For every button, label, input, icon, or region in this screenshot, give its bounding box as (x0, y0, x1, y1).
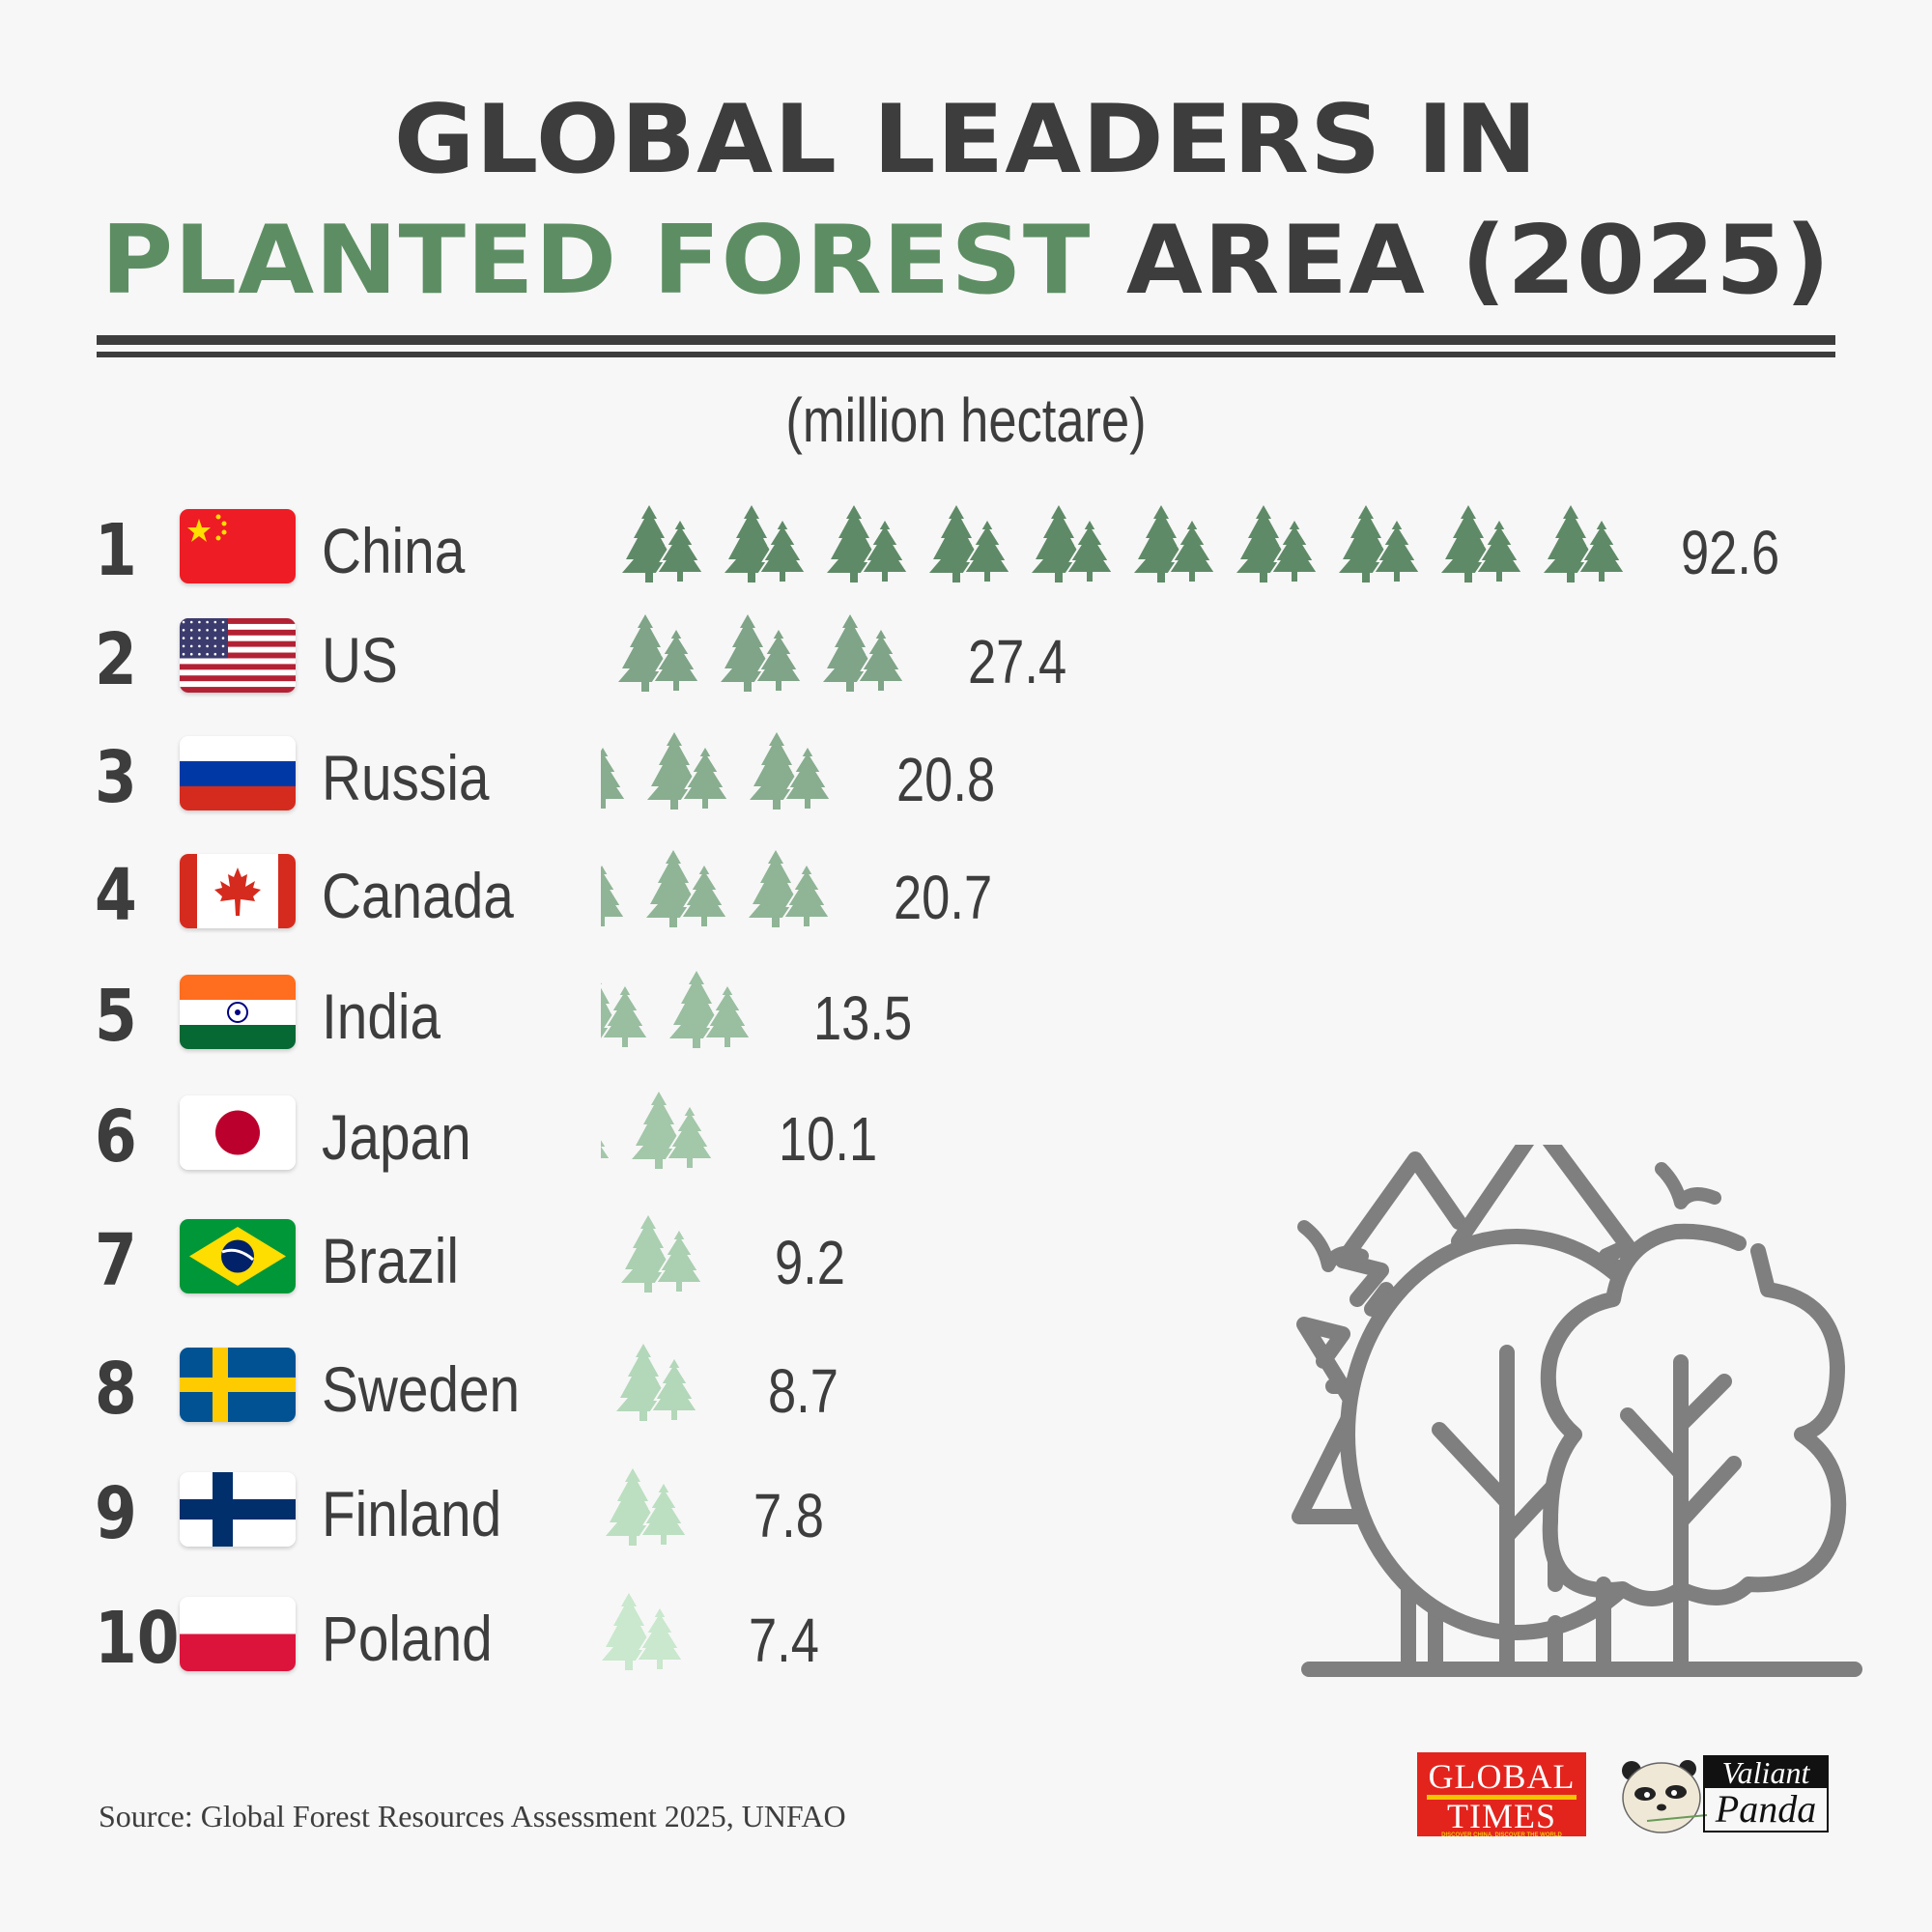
area-value: 20.7 (894, 863, 993, 932)
logo-vp-line1: Valiant (1705, 1757, 1827, 1788)
area-value: 7.4 (749, 1605, 819, 1675)
japan-flag-icon (180, 1095, 296, 1170)
tree-pictogram-bar-icon (601, 1215, 702, 1293)
unit-label: (million hectare) (785, 385, 1147, 455)
title-divider-thin (97, 352, 1835, 357)
title-line-1: GLOBAL LEADERS IN (393, 85, 1539, 195)
tree-pictogram-bar-icon (601, 732, 831, 810)
valiant-panda-logo: Valiant Panda (1618, 1751, 1831, 1838)
country-name: Poland (322, 1603, 493, 1674)
tree-pictogram-bar-icon (601, 1344, 697, 1421)
tree-pictogram-bar-icon (601, 1468, 687, 1546)
rank-number: 4 (95, 854, 137, 937)
global-times-logo: GLOBAL TIMES DISCOVER CHINA, DISCOVER TH… (1417, 1752, 1586, 1838)
country-name: Canada (322, 860, 514, 931)
table-row: 2 US 27.4 (0, 607, 1932, 703)
rank-number: 6 (95, 1095, 137, 1179)
poland-flag-icon (180, 1597, 296, 1671)
table-row: 3 Russia 20.8 (0, 724, 1932, 821)
country-name: India (322, 980, 441, 1052)
table-row: 6 Japan 10.1 (0, 1084, 1932, 1180)
logo-gt-line1: GLOBAL (1428, 1757, 1576, 1796)
rank-number: 7 (95, 1219, 137, 1302)
canada-flag-icon (180, 854, 296, 928)
area-value: 9.2 (775, 1228, 845, 1297)
tree-pictogram-bar-icon (601, 614, 904, 692)
country-name: China (322, 515, 466, 586)
table-row: 5 India 13.5 (0, 963, 1932, 1060)
country-name: Russia (322, 742, 490, 813)
rank-number: 8 (95, 1348, 137, 1431)
tree-pictogram-bar-icon (601, 505, 1625, 582)
area-value: 13.5 (813, 983, 913, 1053)
rank-number: 10 (95, 1597, 180, 1680)
rank-number: 9 (95, 1472, 137, 1555)
country-name: Sweden (322, 1353, 521, 1425)
rank-number: 2 (95, 618, 137, 701)
area-value: 20.8 (896, 745, 996, 814)
area-value: 27.4 (968, 627, 1067, 696)
country-name: US (322, 624, 398, 696)
country-name: Finland (322, 1478, 502, 1549)
china-flag-icon (180, 509, 296, 583)
us-flag-icon (180, 618, 296, 693)
title-line-2: PLANTED FOREST AREA (2025) (0, 208, 1932, 314)
forest-illustration-icon (1292, 1145, 1862, 1677)
area-value: 7.8 (753, 1481, 824, 1550)
rank-number: 5 (95, 975, 137, 1058)
tree-pictogram-bar-icon (601, 1593, 683, 1670)
country-name: Japan (322, 1101, 471, 1173)
area-value: 8.7 (768, 1356, 838, 1426)
logo-gt-tagline: DISCOVER CHINA, DISCOVER THE WORLD (1441, 1833, 1562, 1838)
sweden-flag-icon (180, 1348, 296, 1422)
tree-pictogram-bar-icon (601, 1092, 713, 1169)
table-row: 9 Finland 7.8 (0, 1461, 1932, 1557)
table-row: 8 Sweden 8.7 (0, 1336, 1932, 1433)
rank-number: 1 (95, 509, 137, 592)
title-divider-thick (97, 335, 1835, 345)
tree-pictogram-bar-icon (601, 850, 830, 927)
area-value: 92.6 (1681, 518, 1780, 587)
table-row: 10 Poland 7.4 (0, 1585, 1932, 1682)
russia-flag-icon (180, 736, 296, 810)
table-row: 1 China 92.6 (0, 497, 1932, 594)
country-name: Brazil (322, 1225, 459, 1296)
rank-number: 3 (95, 736, 137, 819)
logo-gt-line2: TIMES (1447, 1797, 1556, 1835)
india-flag-icon (180, 975, 296, 1049)
panda-face-icon (1622, 1760, 1708, 1833)
logo-vp-box: Valiant Panda (1703, 1755, 1829, 1833)
table-row: 4 Canada 20.7 (0, 842, 1932, 939)
area-value: 10.1 (779, 1104, 878, 1174)
finland-flag-icon (180, 1472, 296, 1547)
table-row: 7 Brazil 9.2 (0, 1208, 1932, 1304)
logo-gt-bar (1427, 1795, 1577, 1800)
tree-pictogram-bar-icon (601, 971, 751, 1048)
title-highlight: PLANTED FOREST (100, 206, 1092, 316)
brazil-flag-icon (180, 1219, 296, 1293)
title-rest: AREA (2025) (1125, 206, 1832, 316)
source-note: Source: Global Forest Resources Assessme… (99, 1799, 846, 1833)
logo-vp-line2: Panda (1715, 1787, 1817, 1831)
